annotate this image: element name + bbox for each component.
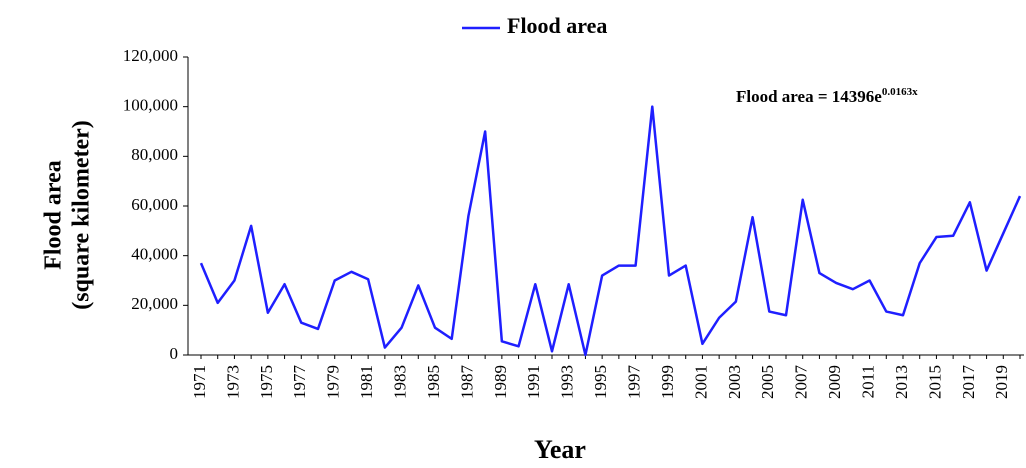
y-tick-label: 60,000 bbox=[131, 195, 178, 214]
x-tick-label: 1997 bbox=[624, 365, 643, 400]
x-tick-label: 1983 bbox=[390, 365, 409, 399]
x-tick-label: 1975 bbox=[257, 365, 276, 399]
x-axis-title: Year bbox=[534, 435, 586, 464]
x-tick-label: 1995 bbox=[591, 365, 610, 399]
x-tick-label: 2015 bbox=[925, 365, 944, 399]
x-tick-label: 2007 bbox=[792, 365, 811, 400]
y-axis-title: (square kilometer) bbox=[69, 120, 95, 310]
x-tick-label: 2009 bbox=[825, 365, 844, 399]
x-tick-label: 1973 bbox=[223, 365, 242, 399]
x-tick-label: 1999 bbox=[658, 365, 677, 399]
annotation-superscript: 0.0163x bbox=[882, 86, 918, 98]
annotation-text: Flood area = 14396e bbox=[736, 87, 882, 106]
annotation: Flood area = 14396e0.0163x bbox=[736, 86, 918, 106]
y-tick-label: 100,000 bbox=[123, 96, 178, 115]
x-tick-label: 2013 bbox=[892, 365, 911, 399]
x-tick-label: 1991 bbox=[524, 365, 543, 399]
legend-label: Flood area bbox=[507, 13, 607, 38]
x-tick-label: 2011 bbox=[858, 365, 877, 398]
x-tick-label: 2003 bbox=[725, 365, 744, 399]
x-tick-label: 1987 bbox=[457, 365, 476, 400]
x-tick-label: 1971 bbox=[190, 365, 209, 399]
x-tick-label: 1985 bbox=[424, 365, 443, 399]
x-tick-label: 2017 bbox=[959, 365, 978, 400]
x-tick-label: 1977 bbox=[290, 365, 309, 400]
y-tick-label: 20,000 bbox=[131, 294, 178, 313]
x-tick-label: 1993 bbox=[558, 365, 577, 399]
y-tick-label: 80,000 bbox=[131, 145, 178, 164]
y-tick-label: 0 bbox=[170, 344, 179, 363]
y-tick-label: 40,000 bbox=[131, 245, 178, 264]
x-tick-label: 2001 bbox=[691, 365, 710, 399]
data-line bbox=[199, 105, 1022, 357]
y-tick-label: 120,000 bbox=[123, 46, 178, 65]
y-axis-title: Flood area bbox=[41, 160, 67, 270]
x-tick-label: 2005 bbox=[758, 365, 777, 399]
x-tick-label: 1989 bbox=[491, 365, 510, 399]
x-tick-label: 1981 bbox=[357, 365, 376, 399]
x-tick-label: 2019 bbox=[992, 365, 1011, 399]
x-tick-label: 1979 bbox=[324, 365, 343, 399]
